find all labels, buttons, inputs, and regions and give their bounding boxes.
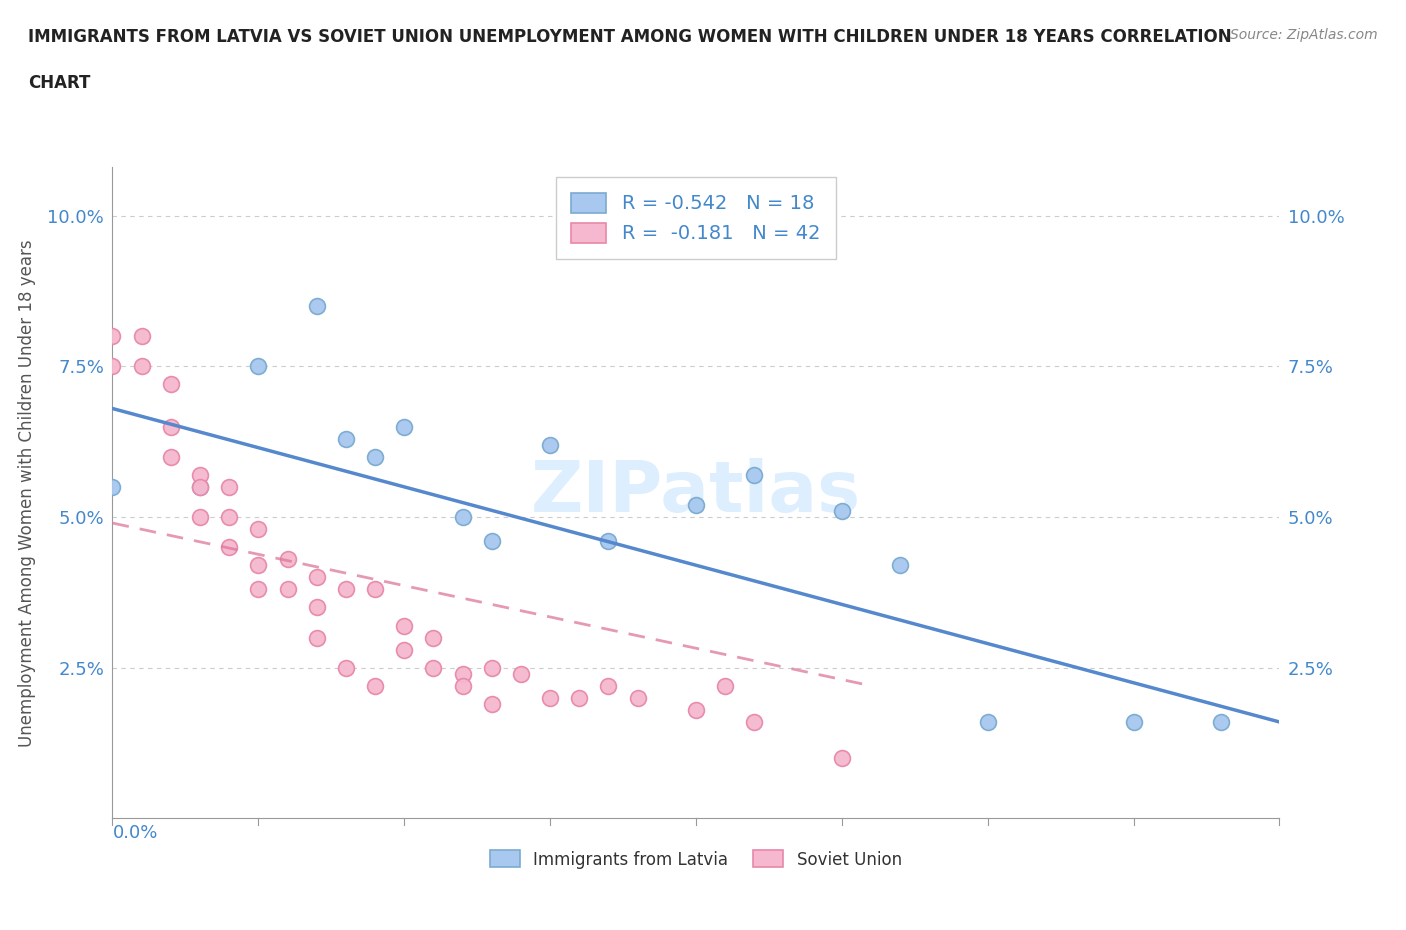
Point	[451, 678, 474, 693]
Text: IMMIGRANTS FROM LATVIA VS SOVIET UNION UNEMPLOYMENT AMONG WOMEN WITH CHILDREN UN: IMMIGRANTS FROM LATVIA VS SOVIET UNION U…	[28, 28, 1232, 46]
Point	[568, 690, 591, 705]
Text: 0.0%: 0.0%	[112, 824, 157, 843]
Point	[831, 751, 853, 765]
Point	[101, 359, 124, 374]
Point	[598, 534, 620, 549]
Point	[160, 419, 183, 434]
Text: Source: ZipAtlas.com: Source: ZipAtlas.com	[1230, 28, 1378, 42]
Point	[276, 582, 298, 597]
Point	[364, 582, 387, 597]
Point	[538, 690, 561, 705]
Point	[218, 510, 240, 525]
Point	[976, 714, 998, 729]
Point	[160, 449, 183, 464]
Point	[247, 522, 270, 537]
Point	[305, 299, 328, 313]
Point	[305, 570, 328, 585]
Point	[394, 643, 416, 658]
Point	[101, 328, 124, 343]
Point	[1211, 714, 1233, 729]
Point	[160, 377, 183, 392]
Text: ZIPatlas: ZIPatlas	[531, 458, 860, 527]
Point	[364, 678, 387, 693]
Point	[422, 660, 444, 675]
Point	[218, 480, 240, 495]
Y-axis label: Unemployment Among Women with Children Under 18 years: Unemployment Among Women with Children U…	[18, 239, 37, 747]
Point	[394, 618, 416, 633]
Point	[598, 678, 620, 693]
Point	[188, 510, 211, 525]
Point	[422, 631, 444, 645]
Point	[247, 582, 270, 597]
Point	[481, 697, 503, 711]
Point	[101, 480, 124, 495]
Legend: Immigrants from Latvia, Soviet Union: Immigrants from Latvia, Soviet Union	[484, 844, 908, 875]
Point	[685, 498, 707, 512]
Point	[218, 539, 240, 554]
Point	[742, 714, 765, 729]
Point	[451, 666, 474, 681]
Point	[188, 480, 211, 495]
Point	[1122, 714, 1144, 729]
Point	[394, 419, 416, 434]
Point	[188, 468, 211, 483]
Point	[481, 660, 503, 675]
Point	[335, 582, 357, 597]
Point	[509, 666, 531, 681]
Point	[481, 534, 503, 549]
Point	[247, 359, 270, 374]
Point	[188, 480, 211, 495]
Point	[305, 600, 328, 615]
Point	[742, 468, 765, 483]
Point	[889, 558, 911, 573]
Text: CHART: CHART	[28, 74, 90, 92]
Point	[364, 449, 387, 464]
Point	[131, 328, 153, 343]
Point	[276, 551, 298, 566]
Point	[714, 678, 737, 693]
Point	[451, 510, 474, 525]
Point	[131, 359, 153, 374]
Point	[538, 437, 561, 452]
Point	[335, 660, 357, 675]
Point	[831, 503, 853, 518]
Point	[685, 702, 707, 717]
Point	[627, 690, 650, 705]
Point	[247, 558, 270, 573]
Point	[335, 432, 357, 446]
Point	[305, 631, 328, 645]
